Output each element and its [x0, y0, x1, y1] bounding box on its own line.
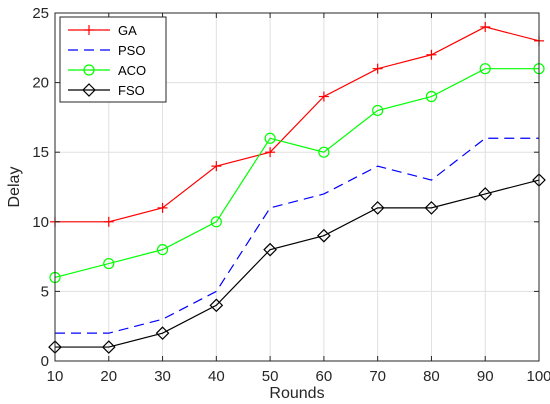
y-tick-label: 25: [32, 5, 49, 22]
data-point-fso: [155, 326, 170, 341]
x-tick-label: 10: [47, 368, 64, 385]
x-tick-label: 20: [100, 368, 117, 385]
data-point-ga: [265, 147, 276, 158]
data-point-aco: [156, 244, 169, 256]
data-point-ga: [318, 91, 329, 102]
data-point-fso: [263, 242, 277, 257]
y-tick-label: 10: [32, 214, 49, 231]
x-tick-label: 70: [369, 368, 386, 385]
series-line-ga: [55, 26, 540, 223]
x-tick-label: 30: [154, 368, 171, 385]
data-point-aco: [103, 257, 115, 270]
legend-marker-aco: [83, 64, 95, 76]
x-tick-label: 40: [208, 368, 225, 385]
data-point-fso: [370, 201, 385, 215]
x-axis-label: Rounds: [269, 385, 324, 402]
legend-label-pso: PSO: [118, 43, 145, 58]
data-point-fso: [209, 298, 224, 313]
series-line-pso: [55, 137, 539, 334]
data-point-ga: [426, 49, 437, 60]
series-line-fso: [55, 179, 540, 348]
y-tick-label: 5: [41, 283, 49, 300]
legend-label-aco: ACO: [118, 63, 146, 78]
data-point-ga: [372, 63, 383, 74]
grid-lines: [55, 13, 539, 361]
plot-frame: [54, 12, 540, 362]
legend-label-fso: FSO: [118, 83, 145, 98]
x-tick-label: 80: [423, 368, 440, 385]
y-tick-label: 15: [32, 144, 49, 161]
y-axis-label: Delay: [6, 167, 23, 208]
legend-box: [59, 16, 167, 103]
tick-labels: 10 20 30 40 50 60 70 80 90 100 0 5 10 15 20 25: [32, 5, 550, 385]
data-point-fso: [101, 340, 116, 354]
data-point-aco: [425, 90, 438, 103]
y-tick-label: 20: [32, 75, 49, 92]
legend-marker-ga: [84, 25, 94, 35]
data-point-fso: [424, 201, 439, 215]
data-point-ga: [211, 161, 222, 172]
data-point-aco: [318, 146, 330, 158]
series-line-aco: [54, 68, 539, 279]
data-point-aco: [479, 63, 491, 75]
data-point-aco: [210, 216, 222, 228]
data-point-fso: [317, 228, 331, 243]
data-point-aco: [264, 132, 276, 144]
data-point-ga: [480, 21, 491, 32]
x-tick-label: 100: [526, 368, 550, 385]
x-tick-label: 50: [262, 368, 279, 385]
x-tick-label: 90: [477, 368, 494, 385]
data-point-ga: [157, 202, 168, 213]
legend: GA PSO ACO FSO: [59, 16, 167, 103]
legend-marker-fso: [82, 83, 96, 97]
legend-label-ga: GA: [118, 23, 137, 38]
data-point-ga: [103, 216, 114, 227]
y-tick-label: 0: [41, 353, 49, 370]
data-point-fso: [478, 187, 493, 201]
data-point-aco: [372, 104, 384, 117]
x-tick-label: 60: [316, 368, 333, 385]
